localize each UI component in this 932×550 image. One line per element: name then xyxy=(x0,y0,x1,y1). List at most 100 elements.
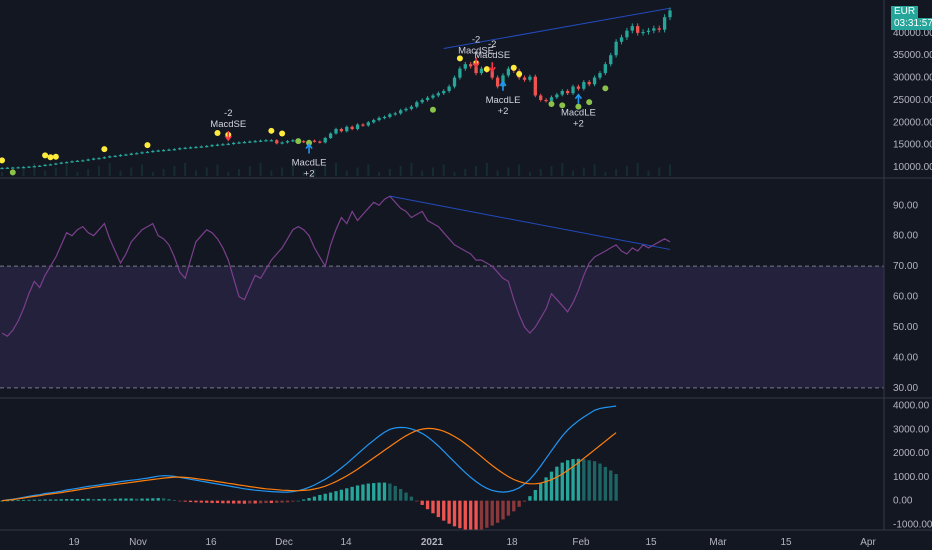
macd-histogram-bar xyxy=(269,500,274,504)
rsi-tick-label: 60.00 xyxy=(893,292,918,303)
candle xyxy=(533,74,537,98)
candle xyxy=(420,98,424,104)
rsi-tick-label: 50.00 xyxy=(893,322,918,333)
candle xyxy=(156,149,160,152)
candle xyxy=(129,152,133,156)
candle xyxy=(442,89,446,96)
volume-bar xyxy=(453,172,456,176)
macd-se-label: -2 xyxy=(488,39,496,50)
macd-le-signal[interactable]: MacdLE+2 xyxy=(561,93,596,130)
macd-histogram-bar xyxy=(372,483,376,501)
volume-bar xyxy=(194,170,197,176)
volume-bar xyxy=(345,170,348,176)
candle xyxy=(188,146,193,149)
candle xyxy=(199,145,203,148)
macd-histogram-bar xyxy=(614,474,618,501)
price-tick-label: 25000.00 xyxy=(893,95,932,106)
macd-histogram-bar xyxy=(64,498,69,501)
macd-line xyxy=(1,405,617,502)
macd-le-signal[interactable]: MacdLE+2 xyxy=(292,143,327,180)
macd-histogram-bar xyxy=(436,500,441,518)
volume-bar xyxy=(1,172,3,176)
volume-bar xyxy=(636,163,639,176)
rsi-trend-line[interactable] xyxy=(389,195,671,250)
signal-dot xyxy=(456,55,463,62)
time-tick-label: 14 xyxy=(340,537,352,548)
macd-histogram-bar xyxy=(16,500,20,501)
macd-histogram-bar xyxy=(275,500,279,503)
candle xyxy=(415,100,419,109)
candle xyxy=(253,140,257,143)
trend-line[interactable] xyxy=(443,7,671,49)
signal-dot xyxy=(575,103,582,110)
macd-se-label: MacdSE xyxy=(458,46,494,57)
candle xyxy=(361,123,365,127)
candle xyxy=(469,61,473,69)
macd-histogram-bar xyxy=(544,477,548,501)
macd-histogram-bar xyxy=(237,500,241,504)
macd-histogram-bar xyxy=(0,500,4,502)
volume-bar xyxy=(410,163,413,176)
macd-le-label: MacdLE xyxy=(561,108,596,119)
volume-bar xyxy=(22,166,25,176)
macd-histogram-bar xyxy=(113,498,117,501)
macd-histogram-bar xyxy=(75,498,80,501)
currency-badge[interactable]: EUR xyxy=(891,6,919,18)
macd-histogram-bar xyxy=(59,499,63,501)
macd-histogram-bar xyxy=(285,500,290,503)
macd-histogram-bar xyxy=(495,500,500,523)
rsi-tick-label: 30.00 xyxy=(893,383,918,394)
candle xyxy=(5,167,10,169)
volume-bar xyxy=(238,169,241,176)
macd-histogram-bar xyxy=(323,493,327,501)
signal-dot xyxy=(510,64,517,71)
candle xyxy=(657,25,661,33)
candle xyxy=(75,160,80,162)
rsi-tick-label: 40.00 xyxy=(893,352,918,363)
candle xyxy=(97,157,101,160)
volume-bar xyxy=(259,163,262,176)
volume-bar xyxy=(561,163,564,176)
macd-histogram-bar xyxy=(86,498,90,501)
candle xyxy=(668,7,672,21)
macd-histogram-bar xyxy=(355,485,360,501)
volume-bar xyxy=(615,169,618,176)
candle xyxy=(479,66,484,76)
candle xyxy=(269,139,274,142)
macd-le-label: +2 xyxy=(573,119,584,130)
macd-histogram-bar xyxy=(582,459,586,501)
candle xyxy=(609,52,613,67)
macd-le-signal[interactable]: MacdLE+2 xyxy=(486,80,521,117)
macd-histogram-bar xyxy=(447,500,451,524)
time-tick-label: 19 xyxy=(68,537,80,548)
volume-bar xyxy=(54,167,57,176)
volume-bar xyxy=(291,164,294,176)
rsi-pane[interactable] xyxy=(0,195,884,389)
currency-label: EUR xyxy=(894,6,916,17)
candle xyxy=(145,150,150,154)
candle xyxy=(43,164,47,167)
volume-bar xyxy=(442,164,445,176)
candle xyxy=(614,39,618,58)
candle xyxy=(495,75,500,89)
volume-bar xyxy=(205,167,208,176)
volume-bar xyxy=(313,169,316,176)
candle xyxy=(393,111,397,116)
signal-line xyxy=(1,427,617,502)
volume-bar xyxy=(130,167,133,176)
macd-histogram-bar xyxy=(48,499,53,501)
candle xyxy=(555,92,559,99)
macd-histogram-bar xyxy=(350,486,354,501)
signal-dot xyxy=(306,139,313,146)
countdown-badge: 03:31:57 xyxy=(891,18,932,30)
macd-pane[interactable] xyxy=(0,405,618,531)
time-tick-label: Mar xyxy=(709,537,727,548)
macd-histogram-bar xyxy=(27,499,31,501)
macd-histogram-bar xyxy=(102,498,107,501)
macd-histogram-bar xyxy=(5,500,10,502)
